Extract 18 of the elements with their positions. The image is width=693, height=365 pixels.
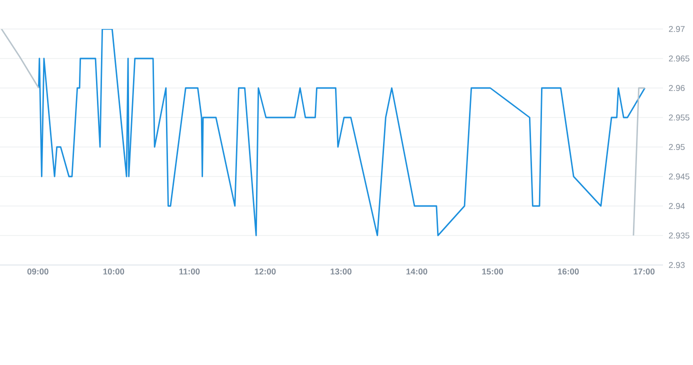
y-tick-label: 2.965: [668, 56, 690, 62]
x-tick-label: 11:00: [179, 268, 200, 275]
x-tick-label: 13:00: [330, 268, 352, 275]
y-tick-label: 2.93: [668, 262, 685, 268]
y-tick-label: 2.97: [668, 26, 685, 32]
y-tick-label: 2.935: [668, 232, 690, 238]
x-tick-label: 12:00: [254, 268, 276, 275]
y-tick-label: 2.95: [668, 144, 685, 150]
x-tick-label: 09:00: [27, 268, 48, 275]
y-tick-label: 2.96: [668, 85, 685, 91]
x-tick-label: 17:00: [634, 268, 655, 275]
x-tick-label: 10:00: [103, 268, 124, 275]
y-tick-label: 2.955: [668, 114, 690, 120]
y-tick-label: 2.945: [668, 174, 690, 180]
x-tick-label: 14:00: [406, 268, 428, 275]
y-tick-label: 2.94: [668, 203, 685, 209]
x-tick-label: 16:00: [558, 268, 579, 275]
x-tick-label: 15:00: [482, 268, 503, 275]
